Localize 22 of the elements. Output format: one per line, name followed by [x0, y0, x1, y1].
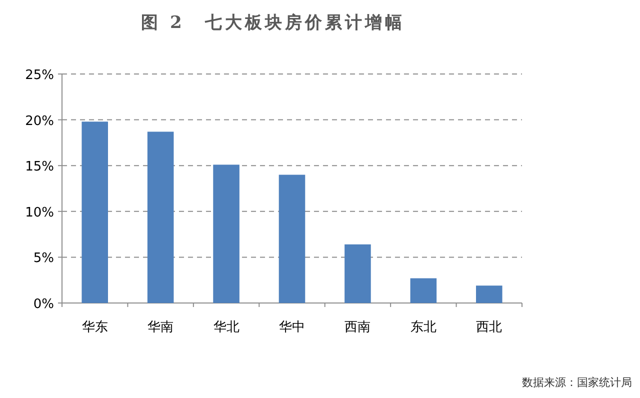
y-tick-label: 15% [25, 160, 54, 175]
bar [344, 244, 371, 303]
x-tick-label: 华中 [279, 320, 305, 335]
x-tick-label: 华南 [148, 320, 174, 335]
x-tick-label: 华北 [213, 320, 240, 335]
bar [213, 164, 240, 303]
y-tick-label: 25% [25, 68, 54, 83]
bar [476, 286, 502, 303]
y-tick-label: 0% [33, 297, 54, 312]
x-tick-label: 东北 [410, 320, 436, 335]
y-tick-label: 10% [25, 205, 54, 220]
y-tick-label: 5% [33, 251, 54, 266]
bar [278, 174, 306, 303]
bar [82, 122, 108, 303]
bar [147, 132, 174, 303]
y-tick-label: 20% [25, 114, 54, 129]
x-tick-label: 西南 [344, 320, 371, 335]
x-tick-label: 华东 [82, 320, 108, 335]
bar [410, 278, 437, 303]
x-tick-label: 西北 [476, 320, 502, 335]
chart-title: 图 2 七大板块房价累计增幅 [141, 13, 405, 33]
source-note: 数据来源：国家统计局 [522, 376, 632, 389]
